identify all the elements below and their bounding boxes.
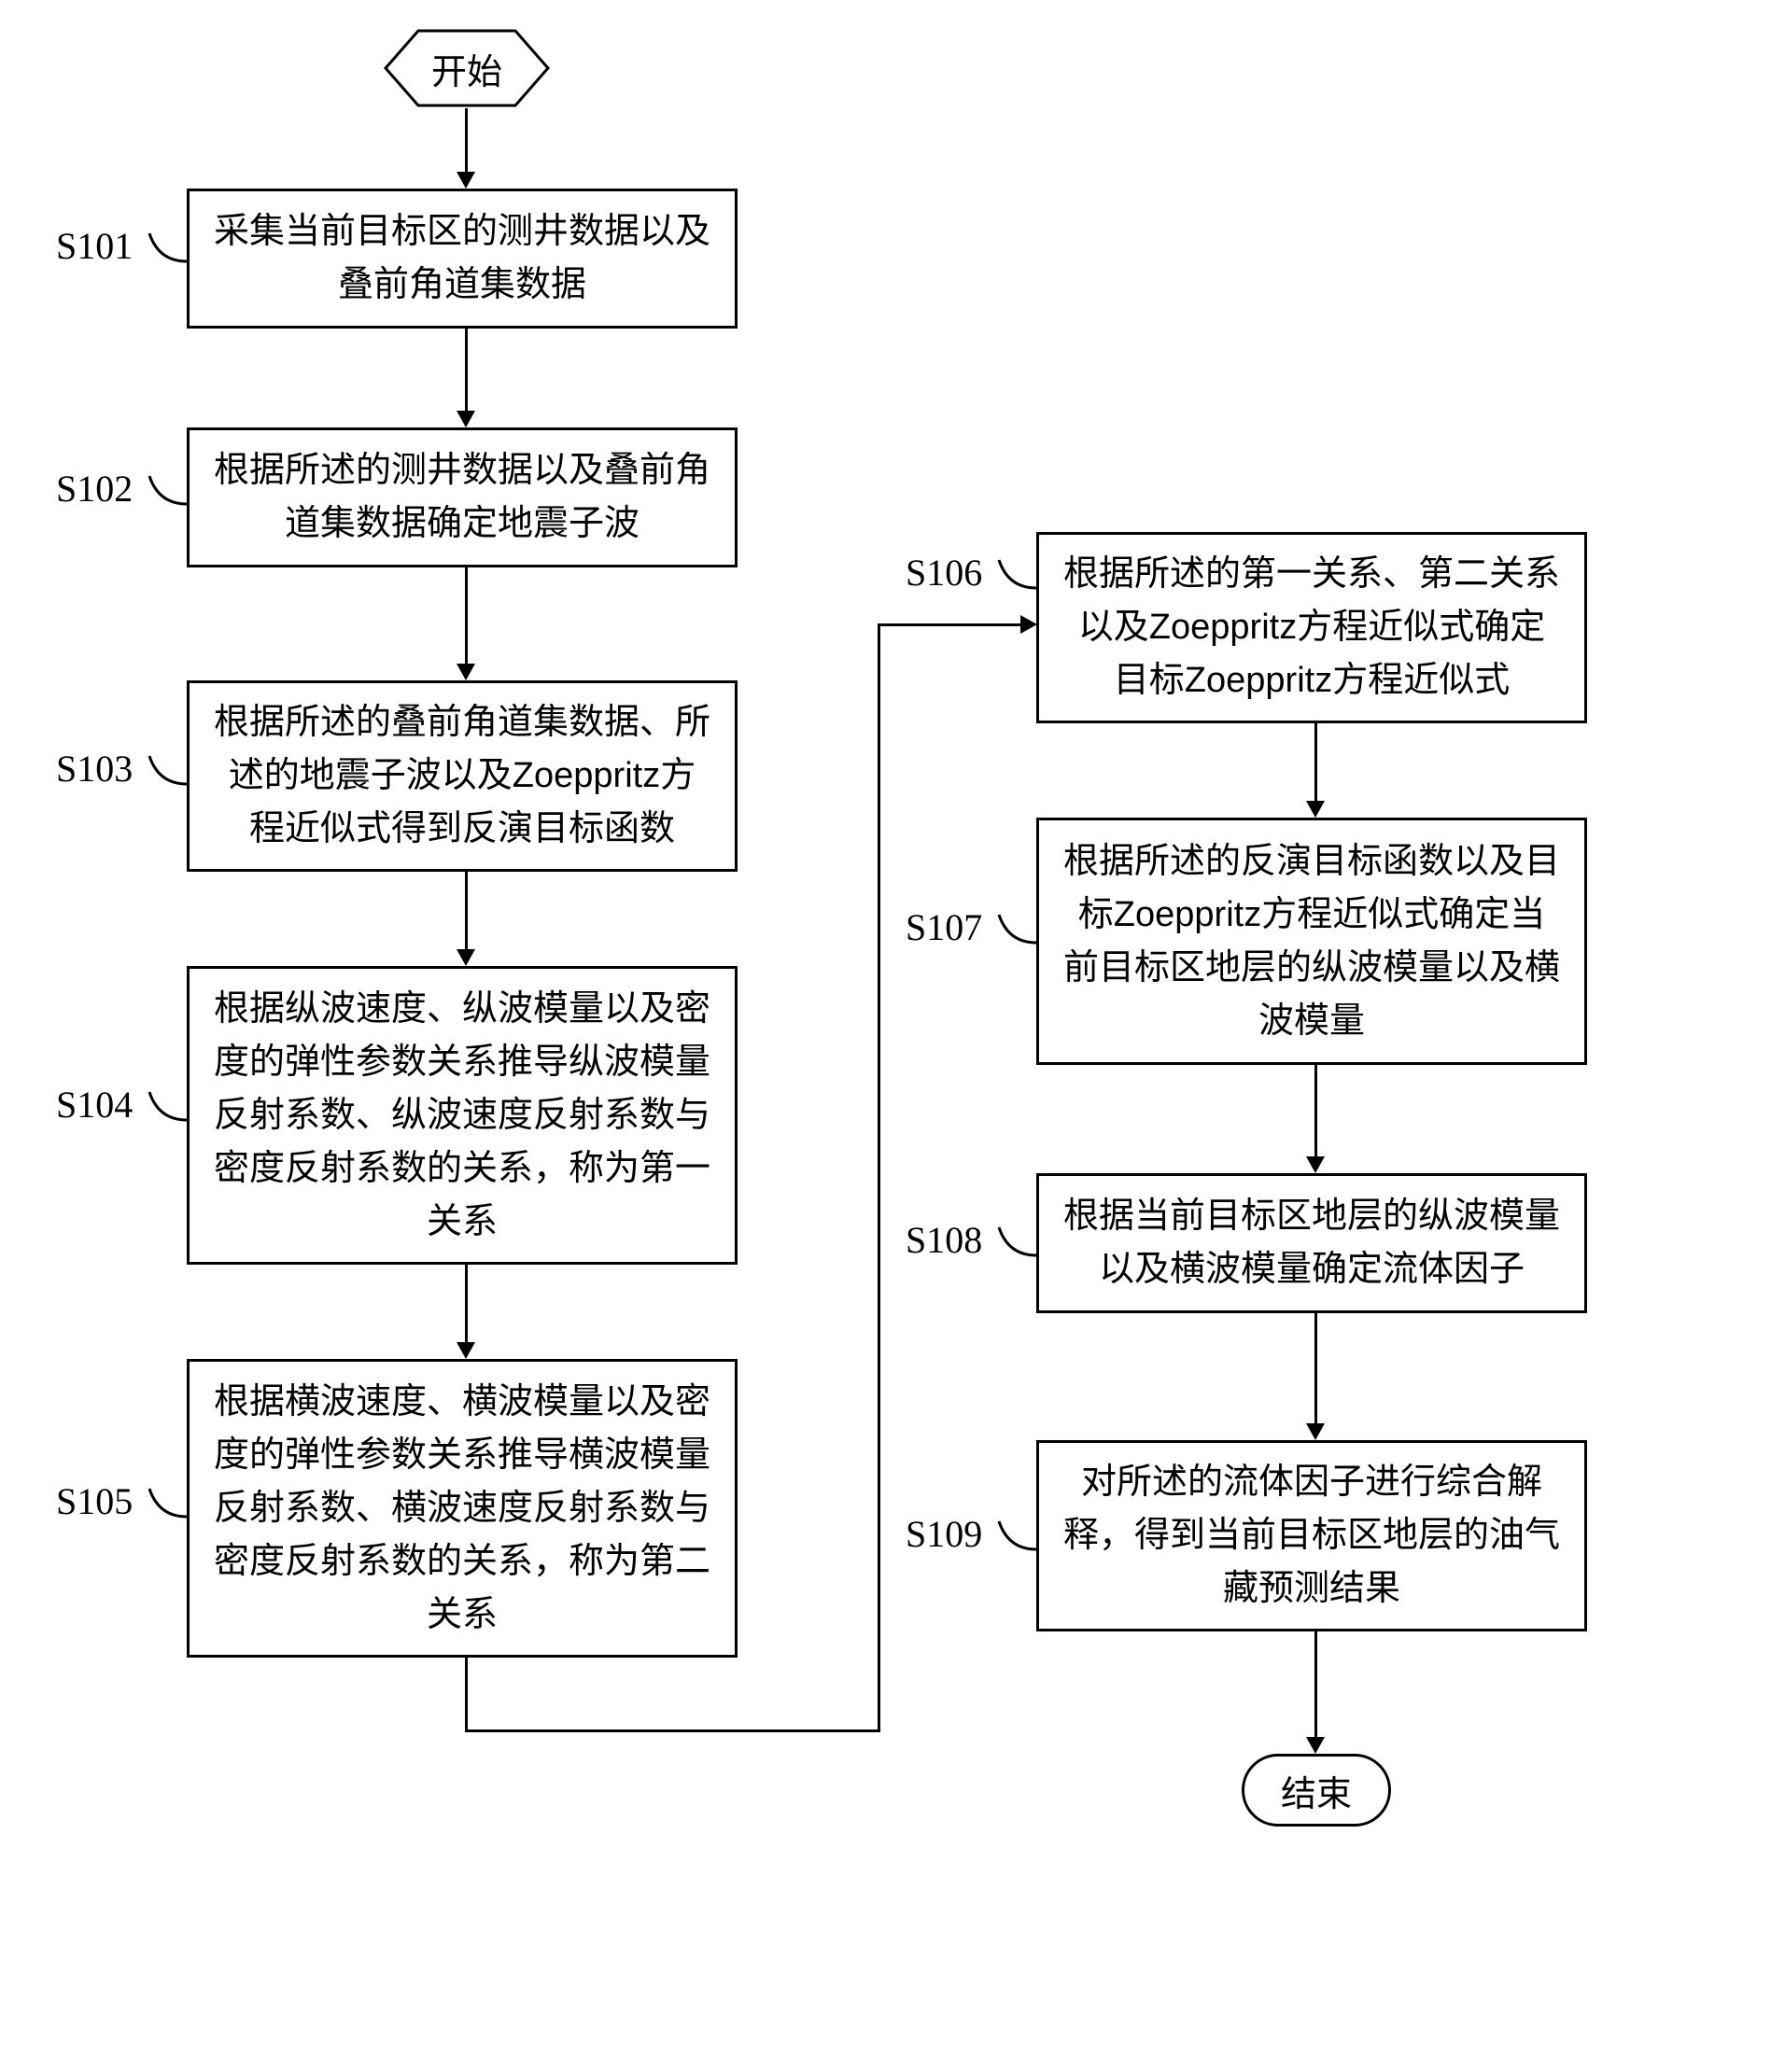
process-s102: 根据所述的测井数据以及叠前角道集数据确定地震子波 — [187, 427, 738, 567]
process-s104: 根据纵波速度、纵波模量以及密度的弹性参数关系推导纵波模量反射系数、纵波速度反射系… — [187, 966, 738, 1265]
step-label-s105: S105 — [56, 1479, 133, 1523]
arrow — [465, 567, 468, 665]
arrow-head — [1306, 1156, 1325, 1173]
arrow-head — [457, 1342, 475, 1359]
process-s105: 根据横波速度、横波模量以及密度的弹性参数关系推导横波模量反射系数、横波速度反射系… — [187, 1359, 738, 1658]
step-label-s101: S101 — [56, 224, 133, 268]
process-s109: 对所述的流体因子进行综合解释，得到当前目标区地层的油气藏预测结果 — [1036, 1440, 1587, 1631]
arrow — [465, 108, 468, 174]
step-label-s106: S106 — [906, 551, 982, 595]
step-label-s109: S109 — [906, 1512, 982, 1556]
arrow — [465, 1729, 880, 1732]
arrow-head — [457, 949, 475, 966]
arrow — [465, 872, 468, 951]
arrow-head — [457, 664, 475, 680]
end-terminator: 结束 — [1242, 1754, 1391, 1827]
arrow — [465, 1658, 468, 1732]
arrow — [1314, 1313, 1317, 1425]
arrow — [878, 623, 880, 1732]
arrow — [878, 623, 1022, 626]
arrow-head — [1306, 1737, 1325, 1754]
process-s103: 根据所述的叠前角道集数据、所述的地震子波以及Zoeppritz方程近似式得到反演… — [187, 680, 738, 872]
process-s106: 根据所述的第一关系、第二关系以及Zoeppritz方程近似式确定目标Zoeppr… — [1036, 532, 1587, 723]
start-label: 开始 — [383, 28, 551, 108]
flowchart-container: 开始 S101 采集当前目标区的测井数据以及叠前角道集数据 S102 根据所述的… — [28, 28, 1746, 2044]
process-s107: 根据所述的反演目标函数以及目标Zoeppritz方程近似式确定当前目标区地层的纵… — [1036, 818, 1587, 1065]
arrow-head — [1020, 615, 1037, 634]
arrow — [1314, 1065, 1317, 1158]
arrow — [465, 1265, 468, 1344]
arrow-head — [457, 172, 475, 189]
arrow-head — [1306, 1423, 1325, 1440]
step-label-s104: S104 — [56, 1083, 133, 1127]
arrow-head — [457, 411, 475, 427]
step-label-s102: S102 — [56, 467, 133, 511]
arrow — [465, 329, 468, 413]
step-label-s107: S107 — [906, 905, 982, 949]
arrow — [1314, 723, 1317, 803]
arrow — [1314, 1631, 1317, 1739]
process-s101: 采集当前目标区的测井数据以及叠前角道集数据 — [187, 189, 738, 329]
arrow-head — [1306, 801, 1325, 818]
step-label-s103: S103 — [56, 747, 133, 791]
process-s108: 根据当前目标区地层的纵波模量以及横波模量确定流体因子 — [1036, 1173, 1587, 1313]
step-label-s108: S108 — [906, 1218, 982, 1262]
